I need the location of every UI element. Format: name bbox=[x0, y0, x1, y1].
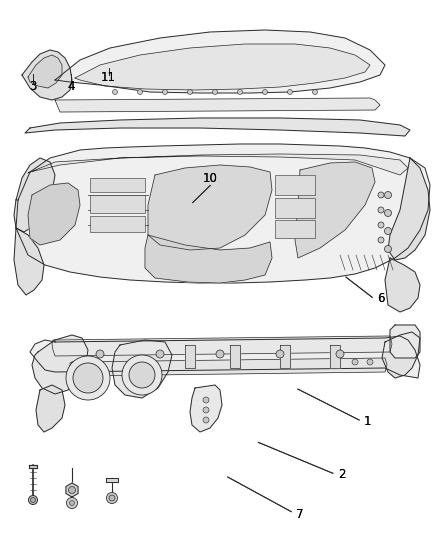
Polygon shape bbox=[112, 340, 172, 398]
Bar bbox=[275, 175, 315, 195]
Text: 11: 11 bbox=[101, 71, 116, 84]
Circle shape bbox=[336, 350, 344, 358]
Circle shape bbox=[156, 350, 164, 358]
Polygon shape bbox=[190, 385, 222, 432]
Polygon shape bbox=[55, 98, 380, 112]
Polygon shape bbox=[36, 385, 65, 432]
Polygon shape bbox=[185, 345, 195, 368]
Polygon shape bbox=[14, 158, 55, 232]
Circle shape bbox=[113, 90, 117, 94]
Text: 10: 10 bbox=[203, 172, 218, 185]
Polygon shape bbox=[32, 335, 88, 394]
Bar bbox=[90, 178, 145, 192]
Text: 4: 4 bbox=[67, 80, 75, 93]
Circle shape bbox=[162, 90, 167, 94]
Text: 1: 1 bbox=[364, 415, 372, 427]
Text: 1: 1 bbox=[364, 415, 372, 427]
Circle shape bbox=[287, 90, 293, 94]
Circle shape bbox=[73, 363, 103, 393]
Circle shape bbox=[276, 350, 284, 358]
Polygon shape bbox=[22, 50, 72, 100]
Text: 2: 2 bbox=[338, 468, 346, 481]
Circle shape bbox=[385, 228, 392, 235]
Circle shape bbox=[385, 246, 392, 253]
Circle shape bbox=[66, 356, 110, 400]
Circle shape bbox=[367, 359, 373, 365]
Circle shape bbox=[187, 90, 192, 94]
Polygon shape bbox=[25, 118, 410, 136]
Polygon shape bbox=[28, 154, 408, 175]
Polygon shape bbox=[30, 336, 420, 378]
Text: 4: 4 bbox=[67, 80, 75, 93]
Circle shape bbox=[378, 192, 384, 198]
Circle shape bbox=[203, 417, 209, 423]
Bar bbox=[275, 198, 315, 218]
Polygon shape bbox=[382, 332, 420, 378]
Circle shape bbox=[216, 350, 224, 358]
Circle shape bbox=[109, 495, 115, 501]
Circle shape bbox=[96, 350, 104, 358]
Circle shape bbox=[352, 359, 358, 365]
Circle shape bbox=[378, 237, 384, 243]
Circle shape bbox=[237, 90, 243, 94]
Polygon shape bbox=[28, 183, 80, 245]
Polygon shape bbox=[55, 30, 385, 93]
Circle shape bbox=[262, 90, 268, 94]
Polygon shape bbox=[16, 144, 430, 283]
Polygon shape bbox=[330, 345, 340, 368]
Bar bbox=[90, 195, 145, 213]
Text: 7: 7 bbox=[296, 508, 304, 521]
Polygon shape bbox=[28, 55, 62, 88]
Circle shape bbox=[68, 487, 75, 494]
Polygon shape bbox=[388, 158, 430, 260]
Polygon shape bbox=[52, 336, 392, 356]
Circle shape bbox=[129, 362, 155, 388]
Circle shape bbox=[122, 355, 162, 395]
Text: 3: 3 bbox=[29, 80, 36, 93]
Text: 6: 6 bbox=[377, 292, 385, 305]
Circle shape bbox=[31, 497, 35, 503]
Polygon shape bbox=[70, 358, 387, 376]
Polygon shape bbox=[29, 465, 37, 468]
Circle shape bbox=[67, 497, 78, 508]
Polygon shape bbox=[280, 345, 290, 368]
Circle shape bbox=[70, 500, 74, 505]
Circle shape bbox=[378, 207, 384, 213]
Polygon shape bbox=[295, 162, 375, 258]
Circle shape bbox=[312, 90, 318, 94]
Circle shape bbox=[28, 496, 38, 505]
Bar bbox=[90, 216, 145, 232]
Circle shape bbox=[378, 222, 384, 228]
Circle shape bbox=[385, 209, 392, 216]
Polygon shape bbox=[230, 345, 240, 368]
Polygon shape bbox=[145, 235, 272, 283]
Text: 6: 6 bbox=[377, 292, 385, 305]
Polygon shape bbox=[106, 478, 118, 482]
Polygon shape bbox=[75, 44, 370, 90]
Text: 11: 11 bbox=[101, 71, 116, 84]
Polygon shape bbox=[66, 483, 78, 497]
Circle shape bbox=[203, 397, 209, 403]
Circle shape bbox=[203, 407, 209, 413]
Circle shape bbox=[106, 492, 117, 504]
Circle shape bbox=[138, 90, 142, 94]
Text: 3: 3 bbox=[29, 80, 36, 93]
Polygon shape bbox=[148, 165, 272, 250]
Polygon shape bbox=[385, 258, 420, 312]
Text: 2: 2 bbox=[338, 468, 346, 481]
Polygon shape bbox=[390, 325, 420, 358]
Circle shape bbox=[385, 191, 392, 198]
Text: 7: 7 bbox=[296, 508, 304, 521]
Polygon shape bbox=[14, 228, 44, 295]
Circle shape bbox=[212, 90, 218, 94]
Bar bbox=[275, 220, 315, 238]
Text: 10: 10 bbox=[203, 172, 218, 185]
